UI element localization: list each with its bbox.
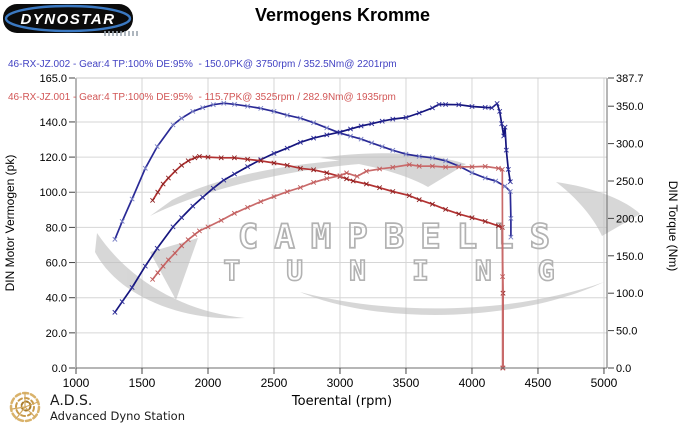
y-left-tick-label: 40.0 [46,293,67,305]
x-tick-label: 4000 [459,376,486,390]
swoosh-arc-3 [300,282,604,315]
swoosh-blade-1 [320,153,466,187]
x-tick-label: 4500 [525,376,552,390]
y-right-tick-label: 300.0 [616,139,644,151]
swoosh-arc-2 [95,233,245,319]
series-markers-run001-torque [150,153,506,371]
swoosh-blade-2 [556,182,640,236]
y-left-tick-label: 0.0 [52,363,67,375]
x-tick-label: 1500 [129,376,156,390]
page-title: Vermogens Kromme [254,5,431,25]
y-left-tick-label: 120.0 [39,152,67,164]
swoosh-blade-3 [150,238,198,300]
logo-pill [3,4,133,33]
y-left-tick-label: 165.0 [39,73,67,85]
shell-inner-ring [20,400,32,412]
y-right-tick-label: 100.0 [616,288,644,300]
legend-row-run001: 46-RX-JZ.001 - Gear:4 TP:100% DE:95% - 1… [8,92,396,103]
y-right-tick-label: 387.7 [616,73,644,85]
y-right-tick-label: 50.0 [616,326,637,338]
x-tick-label: 3000 [327,376,354,390]
dynostar-logo: DYNOSTAR [2,3,136,37]
y-axis-title-left: DIN Motor Vermogen (pk) [3,155,17,292]
logo-fine-print [104,31,138,36]
x-tick-label: 2500 [261,376,288,390]
y-axis-title-right: DIN Torque (Nm) [666,181,680,271]
x-tick-label: 3500 [393,376,420,390]
y-right-tick-label: 0.0 [616,363,631,375]
x-tick-label: 1000 [63,376,90,390]
dynostar-logo-graphic: DYNOSTAR [3,4,133,33]
dynostar-logo-text: DYNOSTAR [20,11,115,28]
y-right-tick-label: 350.0 [616,101,644,113]
watermark-text-line1: CAMPBELLS [238,217,566,257]
x-tick-label: 5000 [591,376,618,390]
legend: 46-RX-JZ.002 - Gear:4 TP:100% DE:95% - 1… [8,37,397,114]
logo-ellipse-ring [4,4,132,33]
y-right-tick-label: 150.0 [616,251,644,263]
y-left-tick-label: 80.0 [46,222,67,234]
ads-shell-icon [9,391,41,423]
watermark-text-line2: TUNING [223,254,600,287]
y-right-tick-label: 200.0 [616,213,644,225]
y-left-tick-label: 60.0 [46,258,67,270]
x-axis-title: Toerental (rpm) [291,394,392,409]
shell-spokes [11,392,39,420]
x-tick-label: 2000 [195,376,222,390]
series-markers-run002-power [112,100,513,315]
series-markers-run001-power [150,162,506,371]
ads-name: Advanced Dyno Station [50,409,185,423]
y-left-tick-label: 20.0 [46,328,67,340]
y-left-tick-label: 100.0 [39,187,67,199]
legend-row-run002: 46-RX-JZ.002 - Gear:4 TP:100% DE:95% - 1… [8,59,397,70]
series-markers-run002-torque [112,100,514,242]
ads-abbr: A.D.S. [50,393,93,409]
y-left-tick-label: 140.0 [39,117,67,129]
y-right-tick-label: 250.0 [616,176,644,188]
